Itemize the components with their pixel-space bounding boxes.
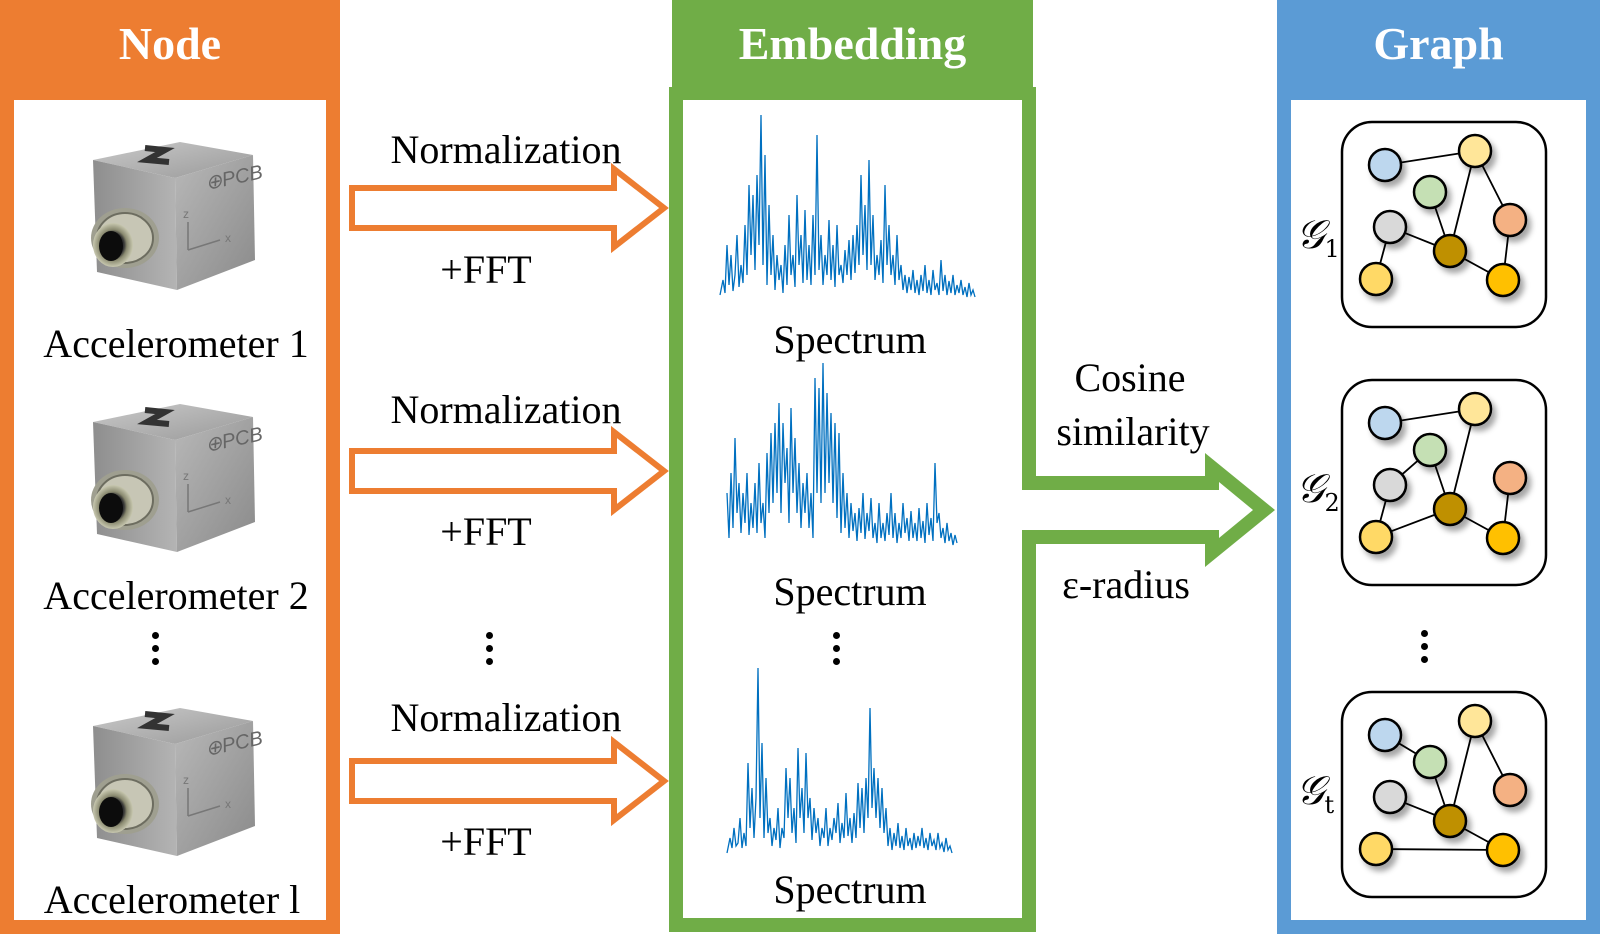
spectrum-label-3: Spectrum <box>773 867 927 912</box>
graph-label-2: 𝒢2 <box>1296 466 1340 517</box>
graph-diagram-t <box>1340 690 1548 899</box>
node-header: Node <box>0 0 340 87</box>
node-title: Node <box>118 18 222 69</box>
node-ellipsis <box>152 632 160 671</box>
spectrum-plot-1 <box>719 114 976 298</box>
arrow-ellipsis <box>486 632 494 671</box>
spectrum-plot-3 <box>726 667 953 854</box>
arrow-gap <box>1022 490 1036 530</box>
graph-title: Graph <box>1373 18 1504 69</box>
arrow-3-top-label: Normalization <box>390 695 622 740</box>
svg-text:x: x <box>225 493 231 507</box>
graph-diagram-1 <box>1340 120 1548 329</box>
arrow-3-bottom-label: +FFT <box>440 819 532 864</box>
spectrum-label-1: Spectrum <box>773 317 927 362</box>
svg-text:x: x <box>225 797 231 811</box>
spectrum-plot-2 <box>726 362 958 546</box>
accelerometer-icon-1: ⊕PCB x z <box>91 142 265 290</box>
graph-header: Graph <box>1277 0 1600 87</box>
svg-text:z: z <box>183 773 189 787</box>
svg-text:z: z <box>183 207 189 221</box>
cosine-label: Cosine <box>1074 355 1186 400</box>
svg-text:x: x <box>225 231 231 245</box>
hollow-arrow-icon-2 <box>349 425 669 517</box>
hollow-arrow-icon-1 <box>349 162 669 254</box>
graph-ellipsis <box>1421 630 1429 669</box>
graph-construction-arrow-icon <box>1022 453 1275 567</box>
similarity-label: similarity <box>1056 409 1210 454</box>
spectrum-label-2: Spectrum <box>773 569 927 614</box>
sensor-label-2: Accelerometer 2 <box>43 573 309 618</box>
accelerometer-icon-3: ⊕PCB x z <box>91 708 265 856</box>
epsilon-radius-label: ε-radius <box>1062 562 1190 607</box>
arrow-2-bottom-label: +FFT <box>440 509 532 554</box>
graph-label-1: 𝒢1 <box>1296 212 1340 263</box>
svg-text:z: z <box>183 469 189 483</box>
embedding-header: Embedding <box>672 0 1033 87</box>
sensor-label-1: Accelerometer 1 <box>43 321 309 366</box>
arrow-2-top-label: Normalization <box>390 387 622 432</box>
graph-label-t: 𝒢t <box>1296 768 1335 819</box>
arrow-1-bottom-label: +FFT <box>440 247 532 292</box>
embedding-ellipsis <box>833 632 841 671</box>
sensor-label-3: Accelerometer l <box>43 877 301 922</box>
hollow-arrow-icon-3 <box>349 735 669 827</box>
arrow-1-top-label: Normalization <box>390 127 622 172</box>
embedding-title: Embedding <box>738 18 967 69</box>
accelerometer-icon-2: ⊕PCB x z <box>91 404 265 552</box>
graph-diagram-2 <box>1340 378 1548 587</box>
